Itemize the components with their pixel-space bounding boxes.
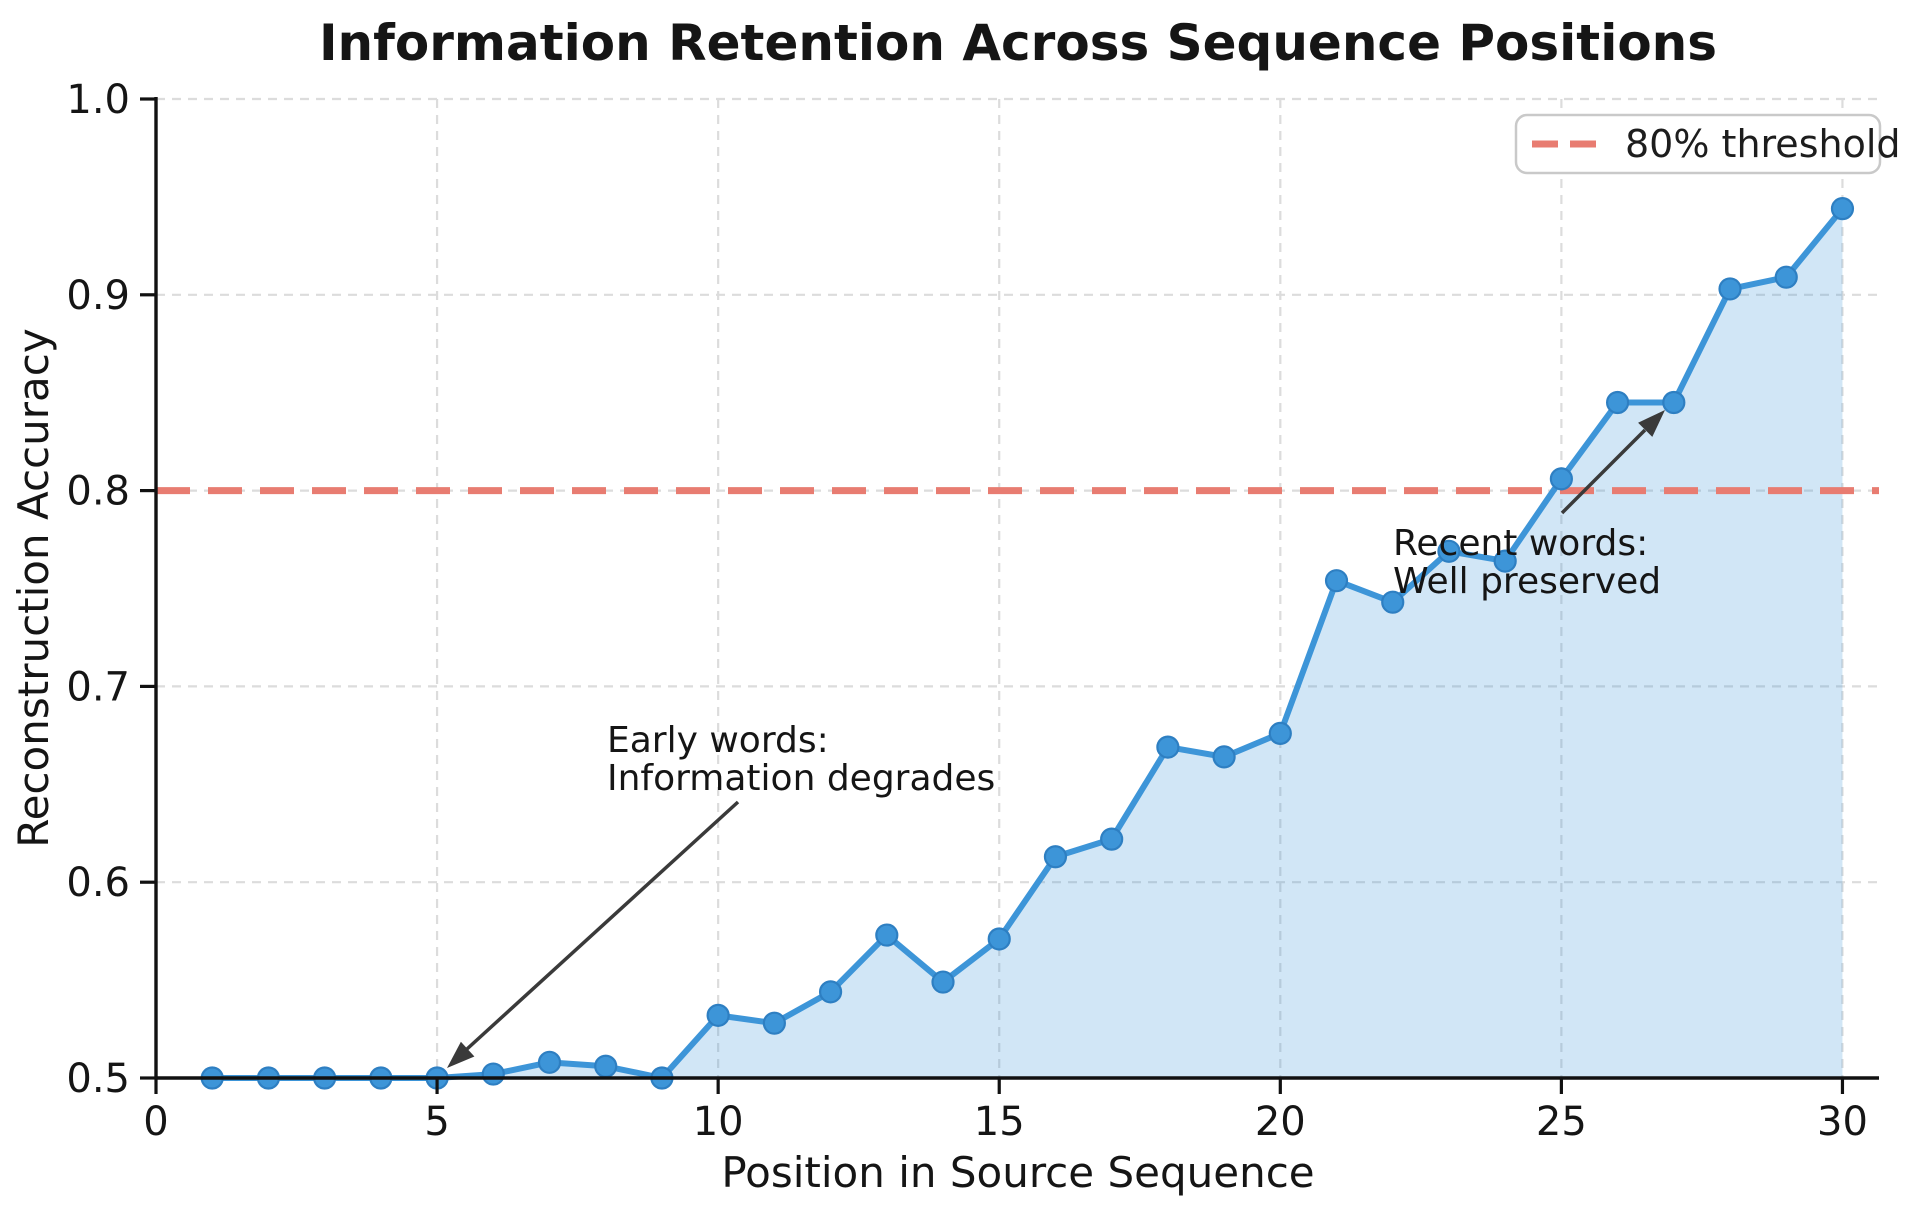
data-point [818,980,843,1004]
data-point [931,970,955,994]
data-point [1043,845,1068,869]
annotation-early-words: Early words: Information degrades [447,720,995,1068]
x-tick-label: 0 [143,1099,168,1145]
y-axis-label: Reconstruction Accuracy [9,328,58,847]
legend: 80% threshold [1514,113,1901,175]
data-points [200,197,1855,1090]
data-point [1549,467,1573,491]
annotation-recent-line2: Well preserved [1393,561,1661,602]
annotation-early-line1: Early words: [607,720,829,761]
axes: 0 5 10 15 20 25 30 0.5 0.6 0.7 0.8 0.9 1.0 [66,77,1879,1145]
data-point [594,1054,618,1078]
data-point [987,927,1011,951]
data-point [875,923,899,947]
data-point [706,1003,730,1027]
legend-label: 80% threshold [1625,122,1901,166]
annotation-early-arrowhead-icon [447,1041,475,1068]
chart-title: Information Retention Across Sequence Po… [319,14,1717,72]
y-tick-label: 1.0 [66,77,130,123]
data-point [1212,745,1236,769]
data-point [1718,277,1742,301]
annotation-recent-words: Recent words: Well preserved [1393,410,1665,602]
tick-marks-and-labels: 0 5 10 15 20 25 30 0.5 0.6 0.7 0.8 0.9 1.0 [66,77,1868,1145]
data-point [1605,390,1630,415]
data-point [1493,549,1517,573]
data-point [1830,197,1855,221]
annotation-recent-arrow [1560,428,1647,515]
x-tick-label: 20 [1255,1099,1306,1145]
data-point [1662,390,1686,415]
x-axis-label: Position in Source Sequence [721,1148,1314,1197]
data-point [1100,827,1124,851]
annotation-early-arrow [465,800,740,1051]
data-point [481,1062,505,1086]
y-tick-label: 0.5 [66,1056,130,1102]
data-point [1774,265,1798,289]
x-tick-label: 15 [974,1099,1025,1145]
data-point [762,1011,786,1035]
y-tick-label: 0.9 [66,273,130,319]
x-tick-label: 30 [1817,1099,1868,1145]
data-point [1324,569,1349,593]
x-tick-label: 25 [1536,1099,1587,1145]
data-point [1268,721,1292,745]
data-point [1156,735,1180,759]
gridlines [156,97,1879,1078]
y-tick-label: 0.6 [66,860,130,906]
y-tick-label: 0.8 [66,469,130,515]
annotation-recent-arrowhead-icon [1638,410,1665,437]
area-fill [212,208,1843,1078]
y-tick-label: 0.7 [66,664,130,710]
legend-box [1514,113,1882,175]
data-point [1437,539,1461,563]
annotation-recent-line1: Recent words: [1393,523,1648,564]
annotation-early-line2: Information degrades [607,758,995,799]
x-tick-label: 10 [693,1099,744,1145]
data-point [1381,590,1405,614]
data-point [537,1050,562,1074]
x-tick-label: 5 [424,1099,449,1145]
